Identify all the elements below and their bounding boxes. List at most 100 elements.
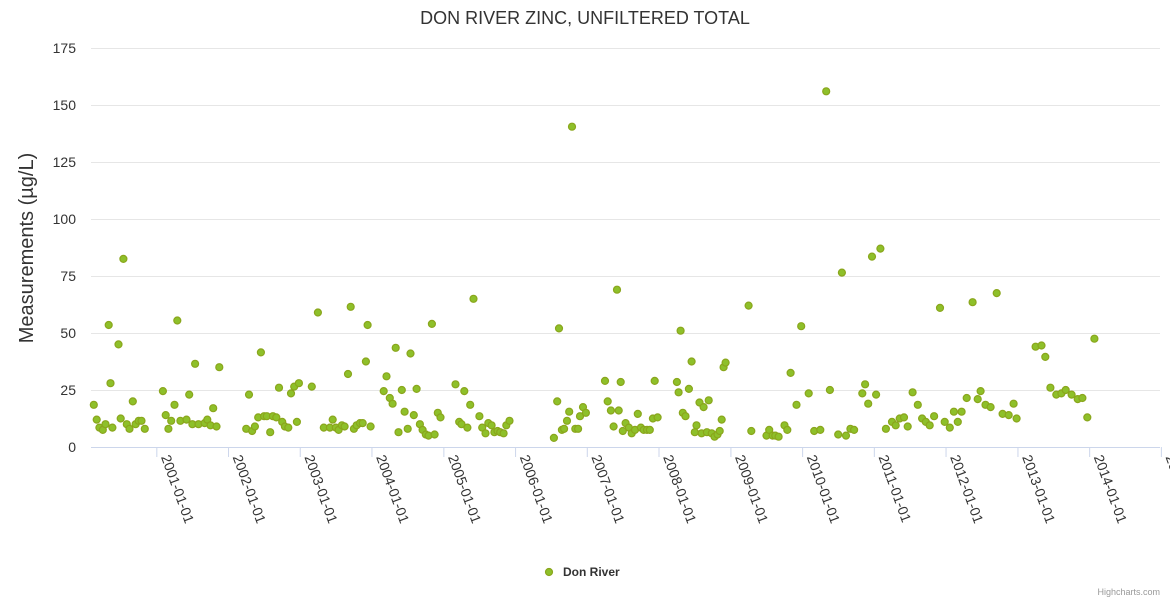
data-point[interactable] bbox=[783, 425, 792, 434]
data-point[interactable] bbox=[949, 407, 959, 416]
data-point[interactable] bbox=[549, 433, 559, 442]
data-point[interactable] bbox=[968, 298, 977, 307]
data-point[interactable] bbox=[986, 403, 995, 412]
data-point[interactable] bbox=[573, 424, 583, 433]
data-point[interactable] bbox=[469, 294, 478, 303]
data-point[interactable] bbox=[89, 400, 98, 409]
data-point[interactable] bbox=[606, 406, 616, 415]
data-point[interactable] bbox=[363, 320, 372, 330]
data-point[interactable] bbox=[699, 403, 708, 412]
data-point[interactable] bbox=[286, 389, 296, 398]
data-point[interactable] bbox=[505, 416, 514, 425]
data-point[interactable] bbox=[1009, 399, 1018, 408]
data-point[interactable] bbox=[744, 301, 753, 310]
credits-link[interactable]: Highcharts.com bbox=[1097, 587, 1160, 597]
legend-label[interactable]: Don River bbox=[563, 565, 620, 579]
data-point[interactable] bbox=[366, 422, 375, 431]
data-point[interactable] bbox=[957, 407, 966, 416]
data-point[interactable] bbox=[409, 411, 418, 420]
data-point[interactable] bbox=[553, 397, 562, 406]
data-point[interactable] bbox=[161, 411, 170, 420]
data-point[interactable] bbox=[256, 348, 265, 357]
data-point[interactable] bbox=[858, 389, 867, 398]
data-point[interactable] bbox=[394, 428, 403, 437]
data-point[interactable] bbox=[581, 408, 591, 417]
data-point[interactable] bbox=[427, 319, 436, 328]
data-point[interactable] bbox=[834, 430, 843, 439]
data-point[interactable] bbox=[822, 87, 831, 96]
data-point[interactable] bbox=[101, 420, 110, 429]
data-point[interactable] bbox=[953, 417, 962, 426]
data-point[interactable] bbox=[721, 358, 730, 367]
legend-marker[interactable] bbox=[544, 567, 554, 577]
data-point[interactable] bbox=[935, 303, 945, 312]
data-point[interactable] bbox=[1078, 393, 1087, 403]
data-point[interactable] bbox=[962, 393, 971, 403]
data-point[interactable] bbox=[554, 324, 564, 333]
data-point[interactable] bbox=[676, 326, 685, 335]
data-point[interactable] bbox=[397, 385, 406, 395]
data-point[interactable] bbox=[973, 395, 982, 404]
data-point[interactable] bbox=[992, 289, 1001, 298]
data-point[interactable] bbox=[575, 412, 585, 421]
data-point[interactable] bbox=[274, 383, 284, 392]
data-point[interactable] bbox=[460, 387, 469, 396]
data-point[interactable] bbox=[867, 252, 877, 261]
data-point[interactable] bbox=[388, 399, 397, 408]
data-point[interactable] bbox=[158, 387, 167, 396]
data-point[interactable] bbox=[292, 417, 301, 426]
data-point[interactable] bbox=[104, 320, 113, 330]
data-point[interactable] bbox=[565, 407, 574, 416]
data-point[interactable] bbox=[704, 396, 713, 405]
data-point[interactable] bbox=[406, 349, 415, 358]
legend[interactable]: Don River bbox=[544, 565, 621, 579]
data-point[interactable] bbox=[382, 372, 391, 381]
data-point[interactable] bbox=[209, 404, 218, 413]
data-point[interactable] bbox=[266, 428, 275, 437]
data-point[interactable] bbox=[215, 363, 224, 372]
data-point[interactable] bbox=[562, 416, 572, 425]
data-point[interactable] bbox=[841, 431, 851, 440]
data-point[interactable] bbox=[212, 422, 221, 431]
data-point[interactable] bbox=[903, 422, 912, 431]
data-point[interactable] bbox=[891, 421, 900, 430]
data-point[interactable] bbox=[346, 302, 355, 311]
data-point[interactable] bbox=[1090, 334, 1099, 343]
data-point[interactable] bbox=[272, 413, 281, 422]
data-point[interactable] bbox=[603, 397, 612, 406]
data-point[interactable] bbox=[185, 390, 194, 399]
data-point[interactable] bbox=[114, 340, 123, 349]
data-point[interactable] bbox=[650, 376, 659, 385]
data-point[interactable] bbox=[343, 369, 353, 379]
data-point[interactable] bbox=[774, 432, 783, 441]
data-point[interactable] bbox=[284, 423, 293, 432]
data-point[interactable] bbox=[940, 417, 949, 426]
data-point[interactable] bbox=[430, 430, 439, 439]
data-point[interactable] bbox=[913, 400, 922, 409]
data-point[interactable] bbox=[340, 422, 349, 431]
data-point[interactable] bbox=[681, 412, 690, 421]
data-point[interactable] bbox=[687, 357, 696, 366]
data-point[interactable] bbox=[119, 254, 128, 263]
data-point[interactable] bbox=[849, 425, 859, 434]
data-point[interactable] bbox=[358, 419, 367, 428]
data-point[interactable] bbox=[475, 412, 484, 421]
data-point[interactable] bbox=[945, 423, 954, 432]
data-point[interactable] bbox=[876, 244, 885, 253]
data-point[interactable] bbox=[616, 377, 625, 387]
data-point[interactable] bbox=[600, 376, 610, 385]
data-point[interactable] bbox=[466, 400, 475, 409]
data-point[interactable] bbox=[653, 413, 662, 422]
data-point[interactable] bbox=[797, 322, 806, 331]
data-point[interactable] bbox=[379, 387, 388, 396]
data-point[interactable] bbox=[1067, 390, 1076, 399]
data-point[interactable] bbox=[684, 384, 694, 393]
data-point[interactable] bbox=[412, 384, 421, 393]
data-point[interactable] bbox=[140, 424, 149, 433]
data-point[interactable] bbox=[361, 357, 370, 366]
data-point[interactable] bbox=[244, 390, 254, 399]
data-point[interactable] bbox=[816, 425, 825, 434]
data-point[interactable] bbox=[567, 122, 577, 131]
data-point[interactable] bbox=[614, 406, 623, 415]
data-point[interactable] bbox=[400, 407, 409, 416]
